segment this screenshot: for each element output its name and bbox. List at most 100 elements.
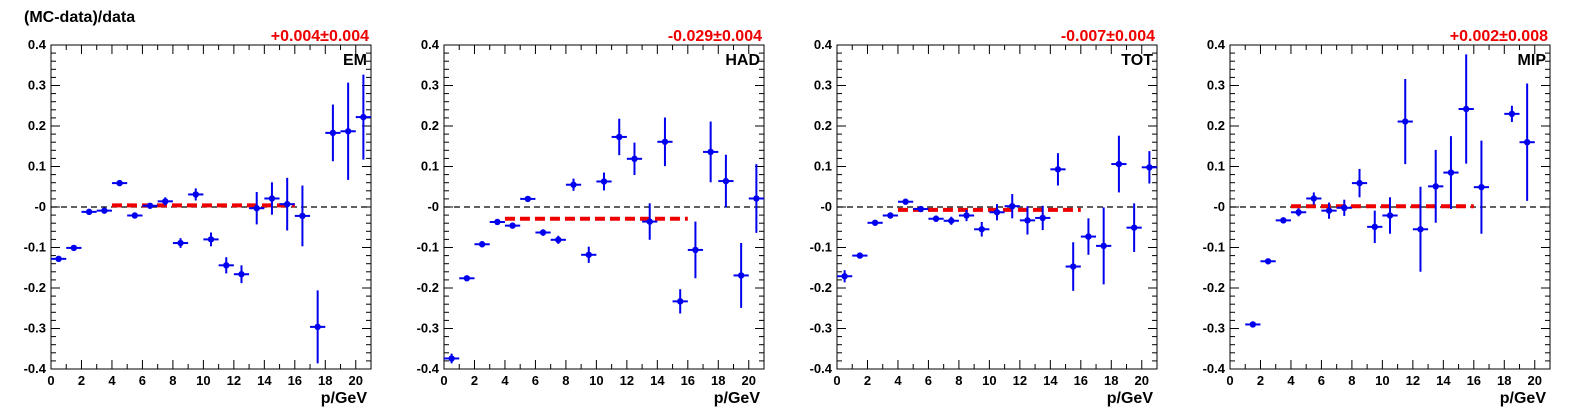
data-point	[1310, 195, 1318, 202]
y-tick-label: -0	[1213, 199, 1225, 214]
offset-label: +0.002±0.008	[1450, 28, 1548, 45]
y-tick-label: 0.2	[28, 118, 46, 133]
x-tick-label: 10	[982, 373, 996, 388]
x-tick-label: 20	[349, 373, 363, 388]
data-point	[283, 200, 291, 208]
panel-label-mip: MIP	[1518, 52, 1547, 69]
data-point	[1371, 223, 1378, 231]
data-point	[478, 241, 486, 248]
data-point	[978, 226, 985, 233]
data-point	[55, 255, 62, 263]
data-point	[70, 244, 78, 252]
x-tick-label: 18	[711, 373, 725, 388]
y-tick-label: 0.2	[1207, 118, 1225, 133]
data-point	[1325, 207, 1333, 214]
y-tick-label: -0.4	[24, 361, 47, 376]
data-point	[101, 207, 108, 214]
x-tick-label: 16	[681, 373, 695, 388]
data-point	[509, 222, 516, 229]
y-tick-label: 0.3	[28, 78, 46, 93]
x-tick-label: 2	[1257, 373, 1264, 388]
x-tick-label: 18	[1104, 373, 1118, 388]
y-tick-label: -0.2	[24, 280, 46, 295]
data-point	[1478, 183, 1485, 191]
y-tick-label: -0.2	[810, 280, 832, 295]
data-point	[1356, 179, 1363, 187]
offset-label: -0.007±0.004	[1061, 28, 1155, 45]
data-point	[1417, 226, 1424, 233]
x-tick-label: 14	[650, 373, 665, 388]
data-point	[1054, 166, 1062, 173]
x-axis-title: p/GeV	[1107, 390, 1154, 407]
x-tick-label: 16	[288, 373, 302, 388]
data-point	[1280, 217, 1287, 224]
data-point	[932, 215, 940, 222]
y-tick-label: 0.4	[28, 37, 47, 52]
x-tick-label: 2	[78, 373, 85, 388]
data-point	[555, 236, 562, 244]
data-point	[676, 298, 684, 305]
data-point	[329, 129, 337, 137]
x-tick-label: 4	[108, 373, 116, 388]
data-point	[1264, 258, 1272, 265]
data-point	[146, 202, 154, 209]
data-point	[1009, 202, 1016, 210]
data-point	[223, 262, 230, 269]
data-point	[299, 212, 306, 220]
y-tick-label: -0.3	[1203, 321, 1225, 336]
y-tick-label: 0.3	[1207, 78, 1225, 93]
data-point	[524, 195, 532, 203]
data-point	[902, 198, 909, 205]
x-tick-label: 6	[1318, 373, 1325, 388]
data-point	[993, 209, 1001, 216]
data-point	[841, 273, 848, 280]
data-point	[1039, 214, 1046, 222]
x-axis-title: p/GeV	[714, 390, 761, 407]
data-point	[238, 271, 245, 278]
data-point	[360, 113, 367, 121]
y-tick-label: -0.1	[810, 240, 832, 255]
x-tick-label: 8	[955, 373, 962, 388]
y-tick-label: 0.2	[814, 118, 832, 133]
y-tick-label: -0	[34, 199, 46, 214]
data-point	[448, 355, 455, 362]
data-point	[314, 323, 321, 331]
y-tick-label: 0.1	[1207, 159, 1225, 174]
panel-had: -0.4 -0.3 -0.2 -0.1 -0 0.1 0.2 0.3 0.4 0 2 4 6 8 10 12 1…	[417, 28, 765, 407]
data-point	[494, 218, 501, 226]
data-point	[692, 246, 699, 254]
offset-label: -0.029±0.004	[668, 28, 762, 45]
y-tick-label: -0.4	[417, 361, 440, 376]
data-point	[585, 251, 592, 258]
x-tick-label: 20	[1135, 373, 1149, 388]
panel-label-had: HAD	[725, 52, 760, 69]
data-point	[871, 219, 879, 226]
data-point	[856, 252, 864, 259]
data-point	[1523, 139, 1531, 146]
x-tick-label: 4	[894, 373, 902, 388]
data-point	[1341, 204, 1348, 212]
x-tick-label: 6	[925, 373, 932, 388]
x-tick-label: 0	[47, 373, 54, 388]
data-point	[1115, 160, 1123, 168]
data-point	[463, 275, 471, 282]
y-tick-label: 0.4	[1207, 37, 1226, 52]
x-tick-label: 0	[833, 373, 840, 388]
data-point	[948, 217, 955, 224]
y-tick-label: -0.3	[810, 321, 832, 336]
data-point	[131, 212, 139, 219]
data-point	[631, 155, 638, 163]
data-point	[1447, 169, 1455, 176]
data-point	[1402, 118, 1409, 125]
panel-tot: -0.4 -0.3 -0.2 -0.1 -0 0.1 0.2 0.3 0.4 0 2 4 6 8 10 12 1…	[810, 28, 1158, 407]
x-tick-label: 2	[471, 373, 478, 388]
x-tick-label: 14	[1043, 373, 1058, 388]
y-tick-label: -0.1	[417, 240, 439, 255]
x-tick-label: 12	[1406, 373, 1420, 388]
x-tick-label: 8	[1348, 373, 1355, 388]
data-point	[887, 212, 894, 219]
data-point	[616, 133, 623, 141]
x-tick-label: 18	[318, 373, 332, 388]
x-axis-title: p/GeV	[321, 390, 368, 407]
